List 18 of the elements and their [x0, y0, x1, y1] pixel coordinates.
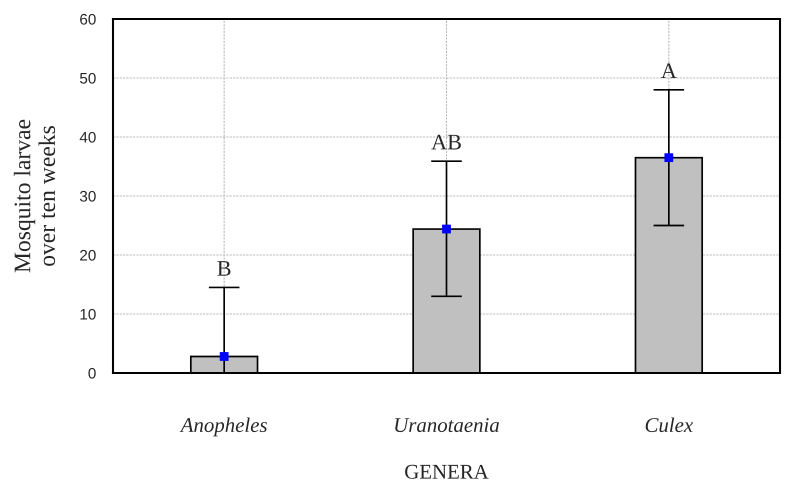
point	[220, 352, 229, 361]
y-tick-label: 30	[80, 190, 96, 202]
y-tick-label: 10	[80, 308, 96, 320]
x-tick-label: Anopheles	[180, 417, 267, 436]
annotation: A	[661, 63, 677, 78]
point	[442, 224, 451, 234]
annotation: AB	[431, 134, 461, 150]
x-tick-label: Culex	[646, 417, 693, 432]
y-tick-label: 50	[80, 72, 96, 84]
x-axis-title: GENERA	[405, 464, 489, 479]
y-tick-label: 20	[80, 250, 96, 261]
x-tick-label: Uranotaenia	[395, 418, 499, 432]
y-tick-label: 0	[88, 368, 96, 379]
annotation: B	[217, 261, 230, 276]
y-tick-label: 40	[80, 132, 96, 143]
point	[664, 153, 674, 162]
y-tick-label: 60	[80, 14, 96, 25]
y-axis-title: Mosquito larvae over ten weeks	[14, 120, 56, 272]
